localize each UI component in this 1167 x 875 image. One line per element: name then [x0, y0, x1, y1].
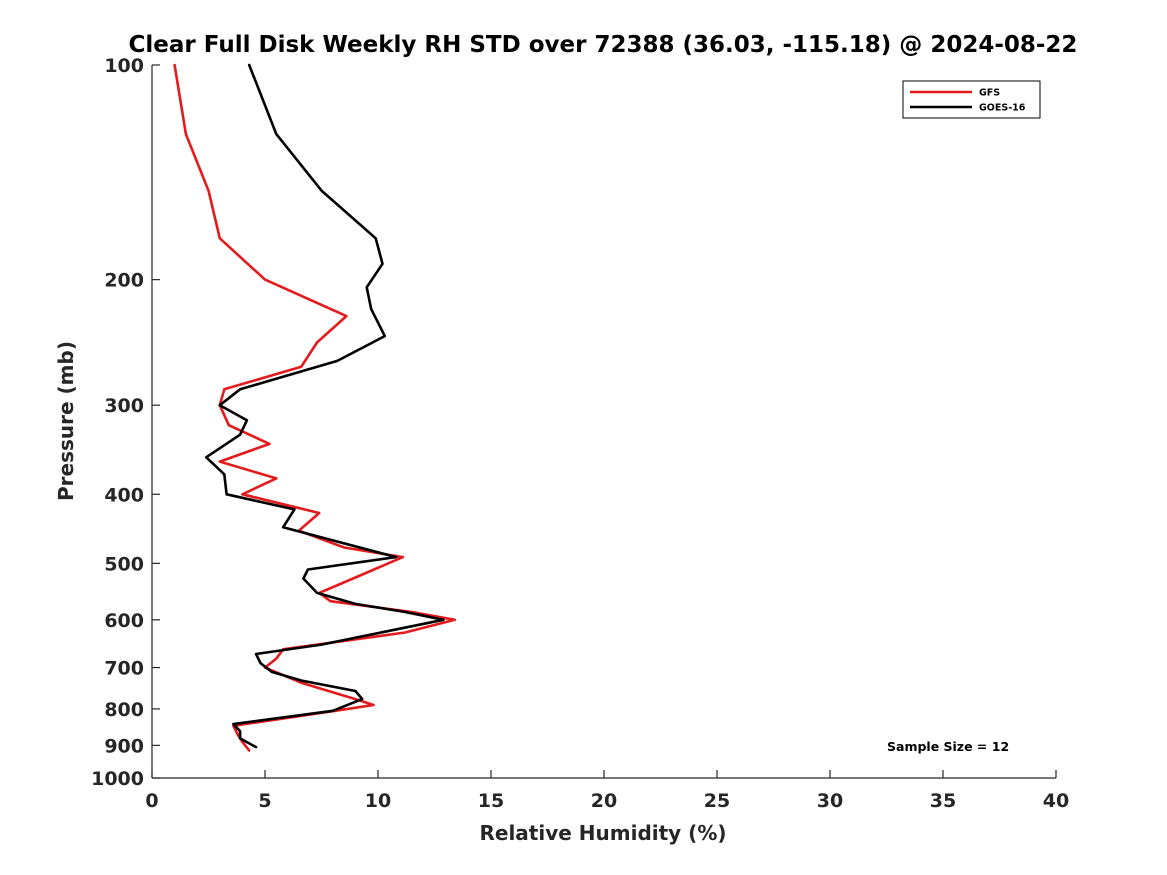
- x-tick-label: 5: [258, 790, 271, 812]
- legend-label-gfs: GFS: [979, 88, 1000, 99]
- y-tick-label: 200: [104, 270, 144, 292]
- x-tick-label: 40: [1043, 790, 1069, 812]
- legend: GFS GOES-16: [902, 80, 1041, 119]
- y-tick-label: 300: [104, 395, 144, 417]
- x-tick-label: 15: [478, 790, 504, 812]
- x-tick-label: 30: [817, 790, 843, 812]
- x-tick-label: 25: [704, 790, 730, 812]
- sample-size-annotation: Sample Size = 12: [887, 739, 1009, 754]
- y-tick-label: 1000: [91, 768, 144, 790]
- y-tick-label: 900: [104, 735, 144, 757]
- chart-title: Clear Full Disk Weekly RH STD over 72388…: [129, 32, 1078, 58]
- legend-label-goes16: GOES-16: [979, 103, 1026, 114]
- legend-box: [902, 80, 1041, 119]
- x-tick-label: 0: [145, 790, 158, 812]
- y-tick-label: 700: [104, 658, 144, 680]
- y-tick-label: 500: [104, 553, 144, 575]
- x-tick-label: 10: [365, 790, 391, 812]
- y-axis-label: Pressure (mb): [54, 341, 78, 501]
- x-tick-label: 20: [591, 790, 617, 812]
- series-line-gfs: [173, 63, 457, 752]
- x-axis-label: Relative Humidity (%): [479, 821, 726, 845]
- y-tick-label: 600: [104, 610, 144, 632]
- y-tick-label: 800: [104, 699, 144, 721]
- y-tick-label: 100: [104, 55, 144, 77]
- series-layer: [173, 63, 457, 752]
- y-tick-label: 400: [104, 484, 144, 506]
- x-tick-label: 35: [930, 790, 956, 812]
- axes: 0 5 10 15 20 25 30 35 40 100 200 300 400 500 600 700 800…: [91, 55, 1069, 812]
- series-line-goes16: [204, 63, 445, 749]
